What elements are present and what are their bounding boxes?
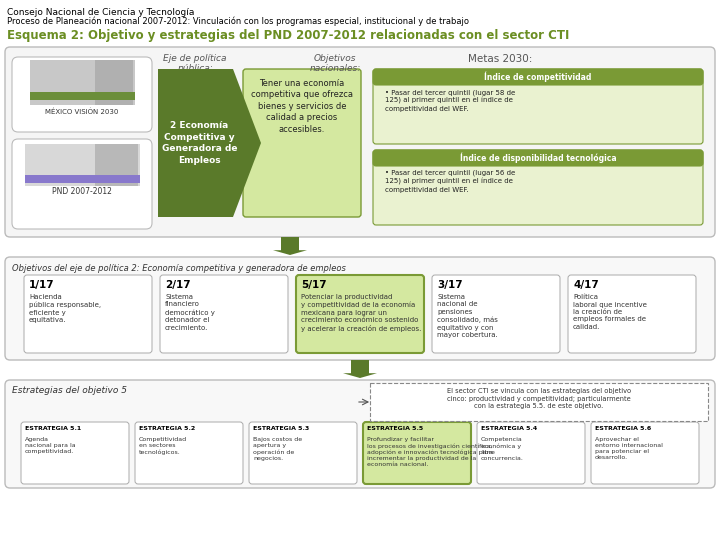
Bar xyxy=(370,383,708,421)
FancyBboxPatch shape xyxy=(373,69,703,85)
Text: Esquema 2: Objetivo y estrategias del PND 2007-2012 relacionadas con el sector C: Esquema 2: Objetivo y estrategias del PN… xyxy=(7,29,570,42)
FancyBboxPatch shape xyxy=(21,422,129,484)
Bar xyxy=(25,175,140,183)
Polygon shape xyxy=(343,360,377,378)
Bar xyxy=(30,92,135,100)
FancyBboxPatch shape xyxy=(296,275,424,353)
Text: 3/17: 3/17 xyxy=(437,280,463,290)
Text: Aprovechar el
entorno internacional
para potenciar el
desarrollo.: Aprovechar el entorno internacional para… xyxy=(595,437,663,460)
FancyBboxPatch shape xyxy=(591,422,699,484)
Bar xyxy=(374,70,702,84)
Text: • Pasar del tercer quintil (lugar 58 de
125) al primer quintil en el índice de
c: • Pasar del tercer quintil (lugar 58 de … xyxy=(385,89,516,112)
Text: El sector CTI se vincula con las estrategias del objetivo
cinco: productividad y: El sector CTI se vincula con las estrate… xyxy=(447,388,631,409)
Text: ESTRATEGIA 5.6: ESTRATEGIA 5.6 xyxy=(595,426,652,431)
Text: ESTRATEGIA 5.3: ESTRATEGIA 5.3 xyxy=(253,426,310,431)
Text: Competencia
económica y
libre
concurrencia.: Competencia económica y libre concurrenc… xyxy=(481,437,524,461)
Bar xyxy=(95,144,138,186)
Text: PND 2007-2012: PND 2007-2012 xyxy=(52,187,112,196)
Text: Estrategias del objetivo 5: Estrategias del objetivo 5 xyxy=(12,386,127,395)
FancyBboxPatch shape xyxy=(363,422,471,484)
Text: ESTRATEGIA 5.5: ESTRATEGIA 5.5 xyxy=(367,426,423,431)
Bar xyxy=(30,60,135,105)
Text: Potenciar la productividad
y competitividad de la economía
mexicana para lograr : Potenciar la productividad y competitivi… xyxy=(301,294,421,332)
Text: 1/17: 1/17 xyxy=(29,280,55,290)
Text: Eje de política
pública:: Eje de política pública: xyxy=(163,54,227,73)
Bar xyxy=(25,144,140,186)
Text: 2 Economía
Competitiva y
Generadora de
Empleos: 2 Economía Competitiva y Generadora de E… xyxy=(162,121,238,165)
FancyBboxPatch shape xyxy=(12,57,152,132)
FancyBboxPatch shape xyxy=(135,422,243,484)
Text: 4/17: 4/17 xyxy=(573,280,599,290)
FancyBboxPatch shape xyxy=(477,422,585,484)
Polygon shape xyxy=(158,69,261,217)
Text: ESTRATEGIA 5.1: ESTRATEGIA 5.1 xyxy=(25,426,81,431)
Text: Proceso de Planeación nacional 2007-2012: Vinculación con los programas especial: Proceso de Planeación nacional 2007-2012… xyxy=(7,17,469,26)
Text: Índice de competitividad: Índice de competitividad xyxy=(485,72,592,82)
Text: Bajos costos de
apertura y
operación de
negocios.: Bajos costos de apertura y operación de … xyxy=(253,437,302,461)
FancyBboxPatch shape xyxy=(373,150,703,225)
Text: 5/17: 5/17 xyxy=(301,280,327,290)
Text: Política
laboral que incentive
la creación de
empleos formales de
calidad.: Política laboral que incentive la creaci… xyxy=(573,294,647,330)
Text: Sistema
nacional de
pensiones
consolidado, más
equitativo y con
mayor cobertura.: Sistema nacional de pensiones consolidad… xyxy=(437,294,498,338)
Text: Tener una economía
competitiva que ofrezca
bienes y servicios de
calidad a preci: Tener una economía competitiva que ofrez… xyxy=(251,79,353,134)
FancyBboxPatch shape xyxy=(373,150,703,166)
FancyBboxPatch shape xyxy=(243,69,361,217)
FancyBboxPatch shape xyxy=(432,275,560,353)
Bar xyxy=(95,60,133,105)
Text: Competitividad
en sectores
tecnológicos.: Competitividad en sectores tecnológicos. xyxy=(139,437,187,455)
FancyBboxPatch shape xyxy=(5,380,715,488)
FancyBboxPatch shape xyxy=(373,69,703,144)
Text: ESTRATEGIA 5.4: ESTRATEGIA 5.4 xyxy=(481,426,537,431)
FancyBboxPatch shape xyxy=(12,139,152,229)
Text: • Pasar del tercer quintil (lugar 56 de
125) al primer quintil en el índice de
c: • Pasar del tercer quintil (lugar 56 de … xyxy=(385,170,516,193)
FancyBboxPatch shape xyxy=(24,275,152,353)
FancyBboxPatch shape xyxy=(249,422,357,484)
Text: Hacienda
pública responsable,
eficiente y
equitativa.: Hacienda pública responsable, eficiente … xyxy=(29,294,101,323)
Text: ESTRATEGIA 5.2: ESTRATEGIA 5.2 xyxy=(139,426,195,431)
Text: Sistema
financiero
democrático y
detonador el
crecimiento.: Sistema financiero democrático y detonad… xyxy=(165,294,215,330)
Text: Agenda
nacional para la
competitividad.: Agenda nacional para la competitividad. xyxy=(25,437,76,454)
FancyBboxPatch shape xyxy=(5,257,715,360)
Text: Objetivos del eje de política 2: Economía competitiva y generadora de empleos: Objetivos del eje de política 2: Economí… xyxy=(12,264,346,273)
Polygon shape xyxy=(273,237,307,255)
FancyBboxPatch shape xyxy=(160,275,288,353)
Text: Consejo Nacional de Ciencia y Tecnología: Consejo Nacional de Ciencia y Tecnología xyxy=(7,8,194,17)
Text: Profundizar y facilitar
los procesos de investigación científica,
adopción e inn: Profundizar y facilitar los procesos de … xyxy=(367,437,493,467)
Text: Índice de disponibilidad tecnológica: Índice de disponibilidad tecnológica xyxy=(459,153,616,163)
Text: Objetivos
nacionales:: Objetivos nacionales: xyxy=(310,54,361,73)
FancyBboxPatch shape xyxy=(568,275,696,353)
FancyBboxPatch shape xyxy=(5,47,715,237)
Text: Metas 2030:: Metas 2030: xyxy=(468,54,532,64)
Text: MÉXICO VISIÓN 2030: MÉXICO VISIÓN 2030 xyxy=(45,109,119,116)
Text: 2/17: 2/17 xyxy=(165,280,191,290)
